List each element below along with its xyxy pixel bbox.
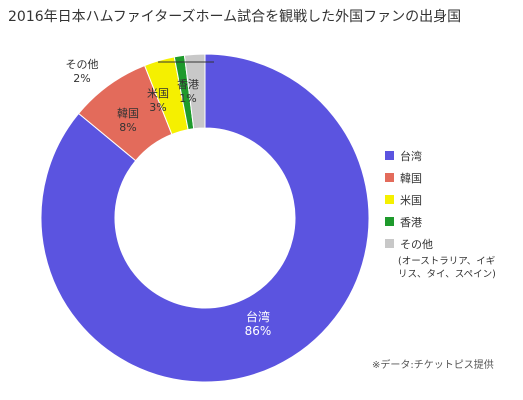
slice-other [183, 53, 206, 130]
label-korea-value: 8% [119, 121, 136, 134]
label-hongkong: 香港 1% [177, 78, 199, 105]
label-taiwan: 台湾 86% [245, 309, 272, 338]
label-other-value: 2% [73, 72, 90, 85]
legend-label-taiwan: 台湾 [400, 149, 422, 163]
label-korea-name: 韓国 [117, 107, 139, 120]
label-usa: 米国 3% [147, 87, 169, 114]
legend-swatch-usa [385, 195, 394, 204]
chart-title: 2016年日本ハムファイターズホーム試合を観戦した外国ファンの出身国 [8, 9, 462, 25]
legend: 台湾 韓国 米国 香港 その他 (オーストラリア、イギ リス、タイ、スペイン) [385, 149, 496, 280]
legend-swatch-hongkong [385, 217, 394, 226]
legend-other-note-line1: (オーストラリア、イギ [398, 256, 495, 267]
label-hongkong-value: 1% [179, 92, 196, 105]
label-usa-name: 米国 [147, 87, 169, 100]
label-korea: 韓国 8% [117, 107, 139, 134]
legend-label-korea: 韓国 [400, 172, 422, 185]
slices-group [40, 53, 370, 383]
label-other: その他 2% [66, 58, 99, 85]
slice-taiwan [40, 53, 370, 383]
legend-other-note-line2: リス、タイ、スペイン) [398, 269, 496, 280]
label-usa-value: 3% [149, 101, 166, 114]
legend-label-hongkong: 香港 [400, 216, 422, 229]
legend-label-usa: 米国 [400, 194, 422, 207]
label-taiwan-name: 台湾 [246, 309, 270, 324]
legend-swatch-other [385, 239, 394, 248]
label-other-name: その他 [66, 58, 99, 71]
legend-swatch-taiwan [385, 151, 394, 160]
legend-swatch-korea [385, 173, 394, 182]
label-hongkong-name: 香港 [177, 78, 199, 91]
legend-label-other: その他 [400, 238, 433, 251]
label-taiwan-value: 86% [245, 324, 272, 338]
source-note: ※データ:チケットピス提供 [372, 360, 494, 371]
